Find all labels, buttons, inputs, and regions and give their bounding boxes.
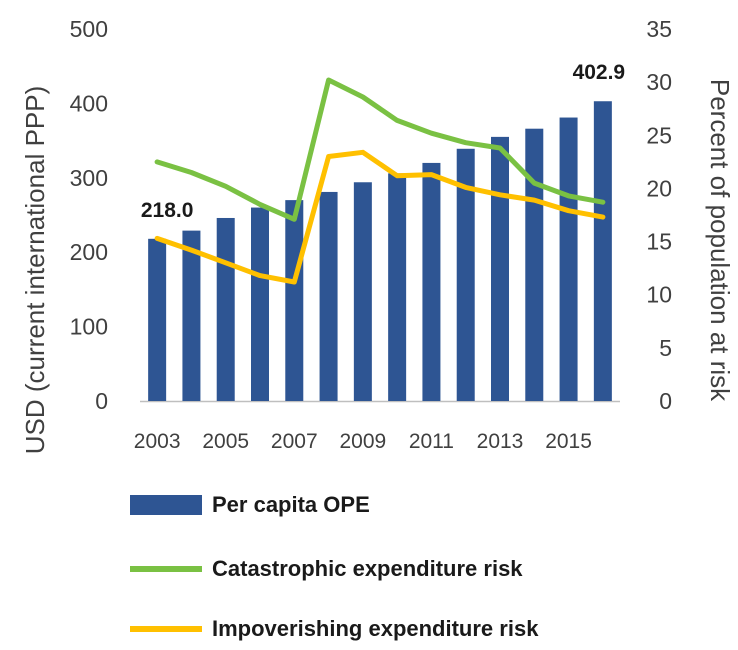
legend-label-impoverishing: Impoverishing expenditure risk: [212, 616, 539, 641]
y-right-tick-label: 5: [659, 335, 672, 361]
bar-data-label: 218.0: [141, 199, 194, 222]
bar-per-capita-ope: [422, 162, 441, 401]
bar-per-capita-ope: [251, 207, 269, 401]
bar-per-capita-ope: [285, 200, 304, 401]
line-impoverishing-risk: [154, 149, 606, 285]
y-right-tick-label: 15: [646, 229, 672, 255]
legend-label-catastrophic: Catastrophic expenditure risk: [212, 556, 523, 581]
x-tick-label: 2009: [339, 430, 386, 453]
y-right-tick-label: 30: [646, 69, 672, 95]
y-right-tick-label: 25: [646, 122, 672, 148]
legend-swatch-catastrophic: [130, 566, 202, 572]
bar-per-capita-ope: [456, 148, 475, 401]
x-tick-label: 2005: [202, 430, 249, 453]
y-left-tick-label: 100: [70, 314, 108, 340]
legend-swatch-per-capita-ope: [130, 495, 202, 515]
y-right-tick-label: 10: [646, 282, 672, 308]
bar-per-capita-ope: [353, 182, 372, 401]
bar-per-capita-ope: [388, 173, 407, 401]
legend-item-per-capita-ope: Per capita OPE: [130, 488, 690, 522]
y-left-tick-label: 300: [70, 165, 108, 191]
legend-label-per-capita-ope: Per capita OPE: [212, 492, 370, 517]
line-catastrophic-risk: [154, 77, 606, 222]
y-right-tick-label: 35: [646, 16, 672, 42]
bar-per-capita-ope: [148, 238, 167, 401]
legend-swatch-impoverishing: [130, 626, 202, 632]
legend-item-catastrophic: Catastrophic expenditure risk: [130, 552, 690, 586]
x-tick-label: 2015: [545, 430, 592, 453]
bar-per-capita-ope: [319, 191, 338, 401]
y-right-axis-title: Percent of population at risk: [705, 79, 735, 402]
x-tick-label: 2003: [134, 430, 181, 453]
x-tick-label: 2013: [477, 430, 524, 453]
bar-per-capita-ope: [559, 117, 578, 401]
y-left-tick-label: 0: [95, 388, 108, 414]
y-right-tick-label: 0: [659, 388, 672, 414]
bar-per-capita-ope: [491, 136, 509, 401]
y-left-tick-label: 200: [70, 239, 108, 265]
bar-per-capita-ope: [182, 230, 201, 401]
x-tick-label: 2007: [271, 430, 318, 453]
bar-per-capita-ope: [525, 128, 544, 402]
y-left-tick-label: 400: [70, 90, 108, 116]
legend-item-impoverishing: Impoverishing expenditure risk: [130, 612, 690, 646]
y-left-axis-title: USD (current international PPP): [20, 86, 50, 454]
bar-per-capita-ope: [593, 101, 612, 401]
y-right-tick-label: 20: [646, 175, 672, 201]
y-left-tick-label: 500: [70, 16, 108, 42]
bar-data-label: 402.9: [573, 61, 626, 84]
x-tick-label: 2011: [409, 430, 454, 453]
bar-per-capita-ope: [216, 217, 235, 401]
